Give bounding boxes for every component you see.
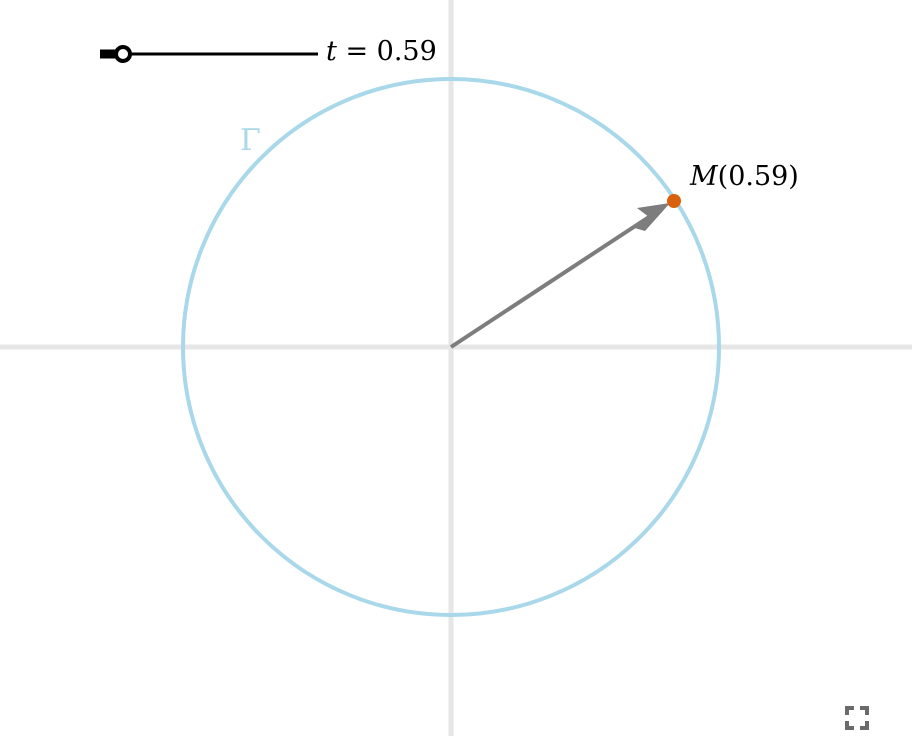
parameter-slider[interactable] (96, 40, 326, 68)
point-m-label: M(0.59) (690, 163, 799, 190)
fullscreen-expand-icon (845, 706, 869, 730)
fullscreen-button[interactable] (841, 702, 871, 732)
slider-variable-name: t (326, 36, 337, 67)
slider-value-readout: t = 0.59 (326, 38, 437, 65)
slider-equals-sign: = (345, 36, 369, 67)
slider-handle[interactable] (114, 45, 132, 63)
slider-current-value: 0.59 (376, 36, 437, 67)
point-m-label-argument: (0.59) (717, 161, 799, 192)
position-vector-arrow[interactable] (449, 203, 670, 349)
unit-circle-gamma[interactable] (181, 77, 721, 617)
point-m-marker[interactable] (667, 194, 681, 208)
point-m-label-variable: M (690, 161, 718, 192)
curve-label-gamma: Γ (240, 123, 261, 158)
vector-shaft (449, 213, 654, 349)
vector-arrowhead (631, 203, 670, 231)
